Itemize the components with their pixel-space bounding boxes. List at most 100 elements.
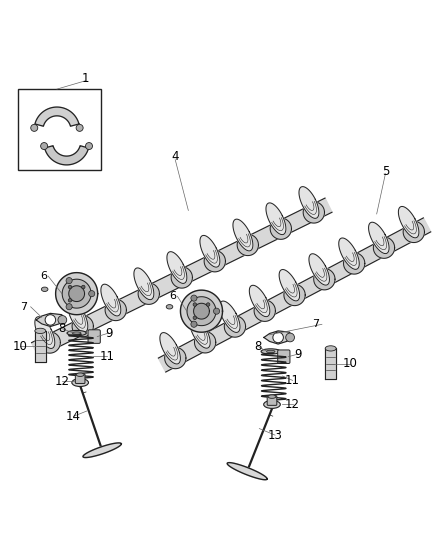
Circle shape xyxy=(76,124,83,131)
Circle shape xyxy=(193,303,197,306)
Text: 7: 7 xyxy=(21,302,28,312)
Ellipse shape xyxy=(261,349,280,354)
Circle shape xyxy=(58,316,67,324)
Polygon shape xyxy=(159,218,431,372)
Ellipse shape xyxy=(166,304,173,309)
Polygon shape xyxy=(180,290,223,332)
Polygon shape xyxy=(279,270,300,301)
Polygon shape xyxy=(264,331,293,344)
Polygon shape xyxy=(35,107,79,126)
Circle shape xyxy=(81,285,85,289)
Polygon shape xyxy=(194,332,216,353)
Ellipse shape xyxy=(41,287,48,292)
FancyBboxPatch shape xyxy=(278,350,290,364)
Polygon shape xyxy=(138,283,159,304)
Text: 11: 11 xyxy=(285,374,300,387)
Polygon shape xyxy=(105,300,127,321)
Text: 7: 7 xyxy=(312,319,319,329)
Polygon shape xyxy=(171,267,192,288)
Polygon shape xyxy=(224,316,246,337)
Text: 12: 12 xyxy=(55,375,70,387)
Ellipse shape xyxy=(67,330,86,336)
Text: 8: 8 xyxy=(254,340,261,353)
Circle shape xyxy=(88,290,95,297)
Polygon shape xyxy=(200,236,220,267)
Polygon shape xyxy=(403,221,424,243)
Text: 1: 1 xyxy=(81,71,89,85)
Polygon shape xyxy=(368,222,389,254)
Text: 6: 6 xyxy=(40,271,47,281)
Polygon shape xyxy=(83,443,121,457)
Polygon shape xyxy=(399,206,419,238)
Text: 10: 10 xyxy=(12,340,27,353)
Polygon shape xyxy=(32,198,332,357)
Text: 11: 11 xyxy=(100,350,115,363)
Text: 4: 4 xyxy=(171,150,179,164)
Polygon shape xyxy=(314,269,335,290)
Polygon shape xyxy=(233,219,253,251)
Circle shape xyxy=(286,333,294,342)
Text: 5: 5 xyxy=(382,165,389,177)
Polygon shape xyxy=(339,238,359,269)
FancyBboxPatch shape xyxy=(88,330,100,343)
Circle shape xyxy=(273,332,283,343)
Polygon shape xyxy=(204,251,226,272)
Polygon shape xyxy=(160,333,180,364)
Text: 10: 10 xyxy=(343,357,358,370)
FancyBboxPatch shape xyxy=(18,89,101,170)
Ellipse shape xyxy=(266,350,275,353)
Polygon shape xyxy=(270,218,291,239)
Polygon shape xyxy=(219,301,240,333)
Circle shape xyxy=(85,142,92,150)
Polygon shape xyxy=(187,297,216,326)
Text: 13: 13 xyxy=(268,429,283,442)
Text: 14: 14 xyxy=(66,410,81,423)
Ellipse shape xyxy=(325,346,336,351)
Polygon shape xyxy=(373,237,395,259)
Text: 6: 6 xyxy=(170,291,177,301)
Polygon shape xyxy=(62,279,91,308)
Polygon shape xyxy=(303,202,325,223)
FancyBboxPatch shape xyxy=(75,374,85,383)
Circle shape xyxy=(66,278,72,284)
Polygon shape xyxy=(167,252,187,284)
Circle shape xyxy=(31,124,38,131)
Polygon shape xyxy=(325,349,336,379)
Polygon shape xyxy=(68,301,88,332)
Polygon shape xyxy=(35,317,55,349)
Circle shape xyxy=(66,304,72,310)
Polygon shape xyxy=(45,146,88,165)
Text: 12: 12 xyxy=(285,398,300,411)
Circle shape xyxy=(213,308,219,314)
Polygon shape xyxy=(134,268,154,300)
Circle shape xyxy=(68,285,72,289)
Polygon shape xyxy=(299,187,319,219)
Polygon shape xyxy=(249,285,270,317)
Polygon shape xyxy=(190,317,210,348)
Text: 8: 8 xyxy=(59,322,66,335)
Polygon shape xyxy=(35,331,46,361)
Polygon shape xyxy=(165,348,186,369)
Circle shape xyxy=(193,316,197,320)
Polygon shape xyxy=(72,316,93,337)
Ellipse shape xyxy=(76,373,84,376)
Polygon shape xyxy=(343,253,365,274)
Ellipse shape xyxy=(72,378,88,386)
Polygon shape xyxy=(227,463,267,480)
Ellipse shape xyxy=(72,332,81,334)
Polygon shape xyxy=(101,284,121,316)
Polygon shape xyxy=(69,286,85,302)
Circle shape xyxy=(68,298,72,302)
Circle shape xyxy=(45,314,56,325)
Circle shape xyxy=(41,142,48,150)
Polygon shape xyxy=(56,273,98,314)
Polygon shape xyxy=(39,332,60,353)
Circle shape xyxy=(191,295,197,301)
Circle shape xyxy=(206,303,210,306)
Ellipse shape xyxy=(264,400,280,408)
Circle shape xyxy=(191,321,197,327)
Polygon shape xyxy=(254,300,276,321)
Polygon shape xyxy=(36,313,65,327)
FancyBboxPatch shape xyxy=(267,395,277,405)
Text: 9: 9 xyxy=(105,327,113,340)
